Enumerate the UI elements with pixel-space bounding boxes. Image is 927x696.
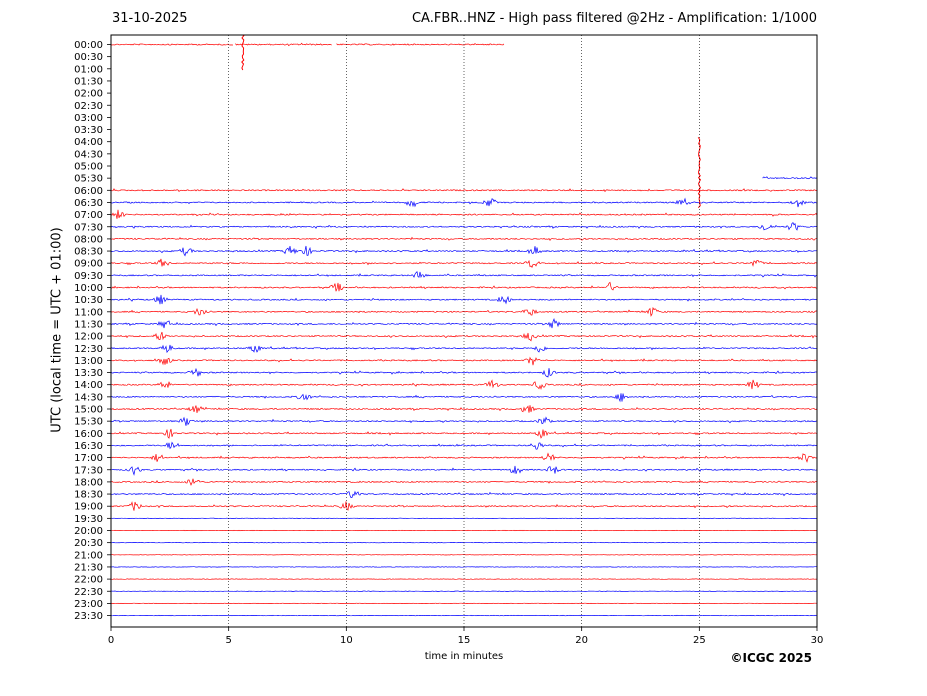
trace-1800 bbox=[110, 478, 818, 486]
row-label-1500: 15:00 bbox=[74, 405, 103, 416]
row-label-0330: 03:30 bbox=[74, 125, 103, 136]
row-label-0130: 01:30 bbox=[74, 76, 103, 87]
row-label-1700: 17:00 bbox=[74, 453, 103, 464]
row-label-0730: 07:30 bbox=[74, 222, 103, 233]
row-label-0600: 06:00 bbox=[74, 186, 103, 197]
row-label-1100: 11:00 bbox=[74, 307, 103, 318]
spike-0400 bbox=[697, 137, 702, 209]
trace-1200 bbox=[110, 331, 817, 342]
x-tick-label-10: 10 bbox=[340, 635, 353, 646]
row-label-2330: 23:30 bbox=[74, 611, 103, 622]
row-label-0900: 09:00 bbox=[74, 259, 103, 270]
trace-0000-seg0 bbox=[110, 43, 233, 46]
row-label-1330: 13:30 bbox=[74, 368, 103, 379]
row-label-2100: 21:00 bbox=[74, 550, 103, 561]
trace-1330 bbox=[110, 367, 817, 378]
row-label-0430: 04:30 bbox=[74, 149, 103, 160]
x-tick-label-5: 5 bbox=[225, 635, 231, 646]
gridlines bbox=[228, 35, 700, 627]
chart-title: CA.FBR..HNZ - High pass filtered @2Hz - … bbox=[411, 11, 817, 26]
trace-1500 bbox=[110, 405, 818, 413]
spike-0000 bbox=[241, 35, 245, 71]
x-tick-label-15: 15 bbox=[458, 635, 471, 646]
x-axis-ticks: 0 5 10 15 20 25 30 bbox=[108, 627, 824, 646]
x-tick-label-30: 30 bbox=[811, 635, 824, 646]
row-label-1400: 14:00 bbox=[74, 380, 103, 391]
x-tick-label-20: 20 bbox=[575, 635, 588, 646]
row-label-1730: 17:30 bbox=[74, 465, 103, 476]
copyright-label: ©ICGC 2025 bbox=[730, 651, 812, 665]
trace-1600 bbox=[110, 428, 818, 439]
row-label-0830: 08:30 bbox=[74, 247, 103, 258]
row-label-0500: 05:00 bbox=[74, 162, 103, 173]
x-tick-label-25: 25 bbox=[693, 635, 706, 646]
row-label-0700: 07:00 bbox=[74, 210, 103, 221]
row-label-1600: 16:00 bbox=[74, 429, 103, 440]
row-label-0230: 02:30 bbox=[74, 101, 103, 112]
row-label-2000: 20:00 bbox=[74, 526, 103, 537]
row-label-1830: 18:30 bbox=[74, 490, 103, 501]
row-label-1030: 10:30 bbox=[74, 295, 103, 306]
trace-2130 bbox=[110, 566, 818, 568]
trace-0530 bbox=[762, 176, 818, 180]
row-label-0200: 02:00 bbox=[74, 89, 103, 100]
trace-0700 bbox=[110, 209, 818, 219]
date-label: 31-10-2025 bbox=[112, 11, 188, 26]
row-label-2130: 21:30 bbox=[74, 562, 103, 573]
row-label-1430: 14:30 bbox=[74, 392, 103, 403]
row-label-0030: 00:30 bbox=[74, 52, 103, 63]
y-axis-label: UTC (local time = UTC + 01:00) bbox=[49, 227, 65, 433]
trace-1000 bbox=[110, 281, 818, 292]
x-axis-label: time in minutes bbox=[424, 651, 504, 662]
row-label-2230: 22:30 bbox=[74, 587, 103, 598]
row-label-1200: 12:00 bbox=[74, 332, 103, 343]
row-label-1000: 10:00 bbox=[74, 283, 103, 294]
row-label-1630: 16:30 bbox=[74, 441, 103, 452]
trace-0000-seg1 bbox=[235, 42, 332, 47]
row-label-1530: 15:30 bbox=[74, 417, 103, 428]
row-label-1230: 12:30 bbox=[74, 344, 103, 355]
trace-0000-seg2 bbox=[336, 43, 505, 46]
trace-0730 bbox=[110, 222, 818, 231]
trace-0800 bbox=[110, 236, 818, 241]
trace-2230 bbox=[110, 590, 818, 592]
trace-1300 bbox=[110, 356, 818, 366]
row-label-0000: 00:00 bbox=[74, 40, 103, 51]
row-label-0630: 06:30 bbox=[74, 198, 103, 209]
row-label-0100: 01:00 bbox=[74, 64, 103, 75]
row-label-1900: 19:00 bbox=[74, 502, 103, 513]
seismic-traces bbox=[110, 35, 818, 617]
row-label-1800: 18:00 bbox=[74, 477, 103, 488]
trace-1230 bbox=[110, 344, 818, 354]
trace-1700 bbox=[110, 452, 818, 463]
row-label-1930: 19:30 bbox=[74, 514, 103, 525]
row-label-2300: 23:00 bbox=[74, 599, 103, 610]
trace-2330 bbox=[110, 614, 818, 617]
trace-0630 bbox=[110, 197, 818, 208]
row-label-0400: 04:00 bbox=[74, 137, 103, 148]
plot-frame bbox=[110, 34, 818, 628]
row-label-1130: 11:30 bbox=[74, 319, 103, 330]
row-label-0800: 08:00 bbox=[74, 234, 103, 245]
row-label-2200: 22:00 bbox=[74, 575, 103, 586]
trace-1400 bbox=[110, 379, 818, 391]
trace-1030 bbox=[110, 294, 817, 305]
row-label-2030: 20:30 bbox=[74, 538, 103, 549]
trace-1530 bbox=[110, 416, 818, 426]
trace-0930 bbox=[110, 270, 818, 278]
row-label-0930: 09:30 bbox=[74, 271, 103, 282]
row-label-0300: 03:00 bbox=[74, 113, 103, 124]
x-tick-label-0: 0 bbox=[108, 635, 114, 646]
trace-1430 bbox=[110, 393, 818, 403]
row-label-0530: 05:30 bbox=[74, 174, 103, 185]
row-label-1300: 13:00 bbox=[74, 356, 103, 367]
